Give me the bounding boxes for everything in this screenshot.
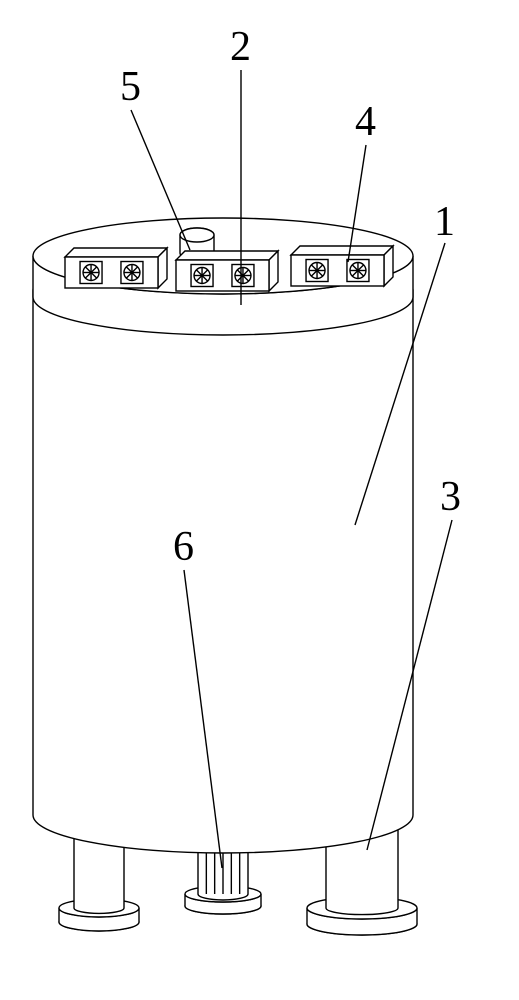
label-2: 2 (230, 24, 251, 70)
label-3: 3 (440, 474, 461, 520)
top-box-3 (291, 246, 393, 286)
top-box-2 (176, 251, 278, 291)
top-box-1 (65, 248, 167, 288)
label-6: 6 (173, 524, 194, 570)
label-1: 1 (434, 199, 455, 245)
label-5: 5 (120, 64, 141, 110)
label-4: 4 (355, 99, 376, 145)
tank-body (33, 218, 413, 853)
